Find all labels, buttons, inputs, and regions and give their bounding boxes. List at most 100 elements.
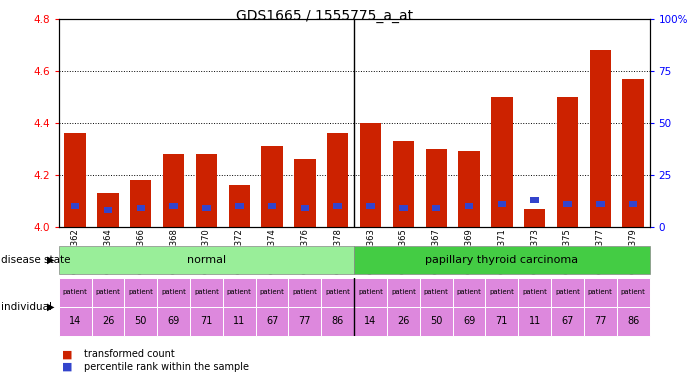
Bar xyxy=(59,278,91,307)
Bar xyxy=(268,203,276,209)
Bar xyxy=(419,278,453,307)
Text: 86: 86 xyxy=(332,316,344,326)
Bar xyxy=(163,154,184,227)
Text: patient: patient xyxy=(161,289,186,295)
Bar xyxy=(190,278,223,307)
Bar xyxy=(557,97,578,227)
Bar xyxy=(71,203,79,209)
Bar xyxy=(518,278,551,307)
Text: disease state: disease state xyxy=(1,255,70,265)
Bar xyxy=(623,79,644,227)
Bar xyxy=(124,307,157,336)
Text: 14: 14 xyxy=(69,316,82,326)
Bar xyxy=(223,307,256,336)
Bar xyxy=(518,307,551,336)
Bar xyxy=(426,149,447,227)
Text: patient: patient xyxy=(227,289,252,295)
Bar xyxy=(321,307,354,336)
Bar xyxy=(432,205,440,211)
Bar xyxy=(294,159,316,227)
Bar xyxy=(97,193,119,227)
Bar xyxy=(387,278,419,307)
Bar xyxy=(59,307,91,336)
Text: patient: patient xyxy=(489,289,514,295)
Text: percentile rank within the sample: percentile rank within the sample xyxy=(84,362,249,372)
Bar xyxy=(301,205,309,211)
Bar xyxy=(190,307,223,336)
Bar xyxy=(453,307,485,336)
Bar xyxy=(453,278,485,307)
Text: 69: 69 xyxy=(167,316,180,326)
Bar xyxy=(354,246,650,274)
Text: patient: patient xyxy=(63,289,88,295)
Bar xyxy=(196,154,217,227)
Text: patient: patient xyxy=(194,289,219,295)
Text: ■: ■ xyxy=(62,362,73,372)
Text: patient: patient xyxy=(555,289,580,295)
Bar xyxy=(584,307,616,336)
Bar xyxy=(465,203,473,209)
Bar xyxy=(354,278,387,307)
Text: 67: 67 xyxy=(266,316,278,326)
Bar xyxy=(596,201,605,207)
Bar xyxy=(256,278,289,307)
Text: papillary thyroid carcinoma: papillary thyroid carcinoma xyxy=(425,255,578,265)
Text: 11: 11 xyxy=(529,316,541,326)
Text: 14: 14 xyxy=(364,316,377,326)
Text: 69: 69 xyxy=(463,316,475,326)
Bar xyxy=(229,185,250,227)
Text: individual: individual xyxy=(1,302,52,312)
Bar xyxy=(485,278,518,307)
Bar xyxy=(584,278,616,307)
Text: 77: 77 xyxy=(594,316,607,326)
Bar xyxy=(104,207,112,213)
Text: patient: patient xyxy=(391,289,416,295)
Text: patient: patient xyxy=(129,289,153,295)
Bar xyxy=(360,123,381,227)
Bar xyxy=(202,205,211,211)
Text: 50: 50 xyxy=(135,316,147,326)
Text: ▶: ▶ xyxy=(47,255,55,265)
Bar xyxy=(130,180,151,227)
Bar xyxy=(354,307,387,336)
Text: patient: patient xyxy=(588,289,613,295)
Bar xyxy=(563,201,571,207)
Bar xyxy=(629,201,637,207)
Text: patient: patient xyxy=(95,289,120,295)
Text: 26: 26 xyxy=(397,316,410,326)
Bar xyxy=(616,278,650,307)
Bar xyxy=(169,203,178,209)
Text: ▶: ▶ xyxy=(47,302,55,312)
Text: 71: 71 xyxy=(495,316,508,326)
Bar xyxy=(235,203,243,209)
Bar xyxy=(458,152,480,227)
Bar xyxy=(91,307,124,336)
Bar xyxy=(124,278,157,307)
Text: 67: 67 xyxy=(561,316,574,326)
Bar xyxy=(158,278,190,307)
Text: 86: 86 xyxy=(627,316,639,326)
Bar xyxy=(223,278,256,307)
Bar xyxy=(158,307,190,336)
Bar xyxy=(387,307,419,336)
Text: patient: patient xyxy=(621,289,645,295)
Bar xyxy=(531,197,539,202)
Text: patient: patient xyxy=(358,289,383,295)
Bar xyxy=(334,203,342,209)
Text: patient: patient xyxy=(522,289,547,295)
Text: 26: 26 xyxy=(102,316,114,326)
Bar xyxy=(524,209,545,227)
Bar xyxy=(498,201,506,207)
Text: patient: patient xyxy=(260,289,285,295)
Bar xyxy=(419,307,453,336)
Bar xyxy=(491,97,513,227)
Text: 71: 71 xyxy=(200,316,213,326)
Bar xyxy=(261,146,283,227)
Bar xyxy=(321,278,354,307)
Bar xyxy=(551,307,584,336)
Bar xyxy=(327,133,348,227)
Text: patient: patient xyxy=(457,289,482,295)
Text: patient: patient xyxy=(424,289,448,295)
Bar xyxy=(485,307,518,336)
Text: 77: 77 xyxy=(299,316,311,326)
